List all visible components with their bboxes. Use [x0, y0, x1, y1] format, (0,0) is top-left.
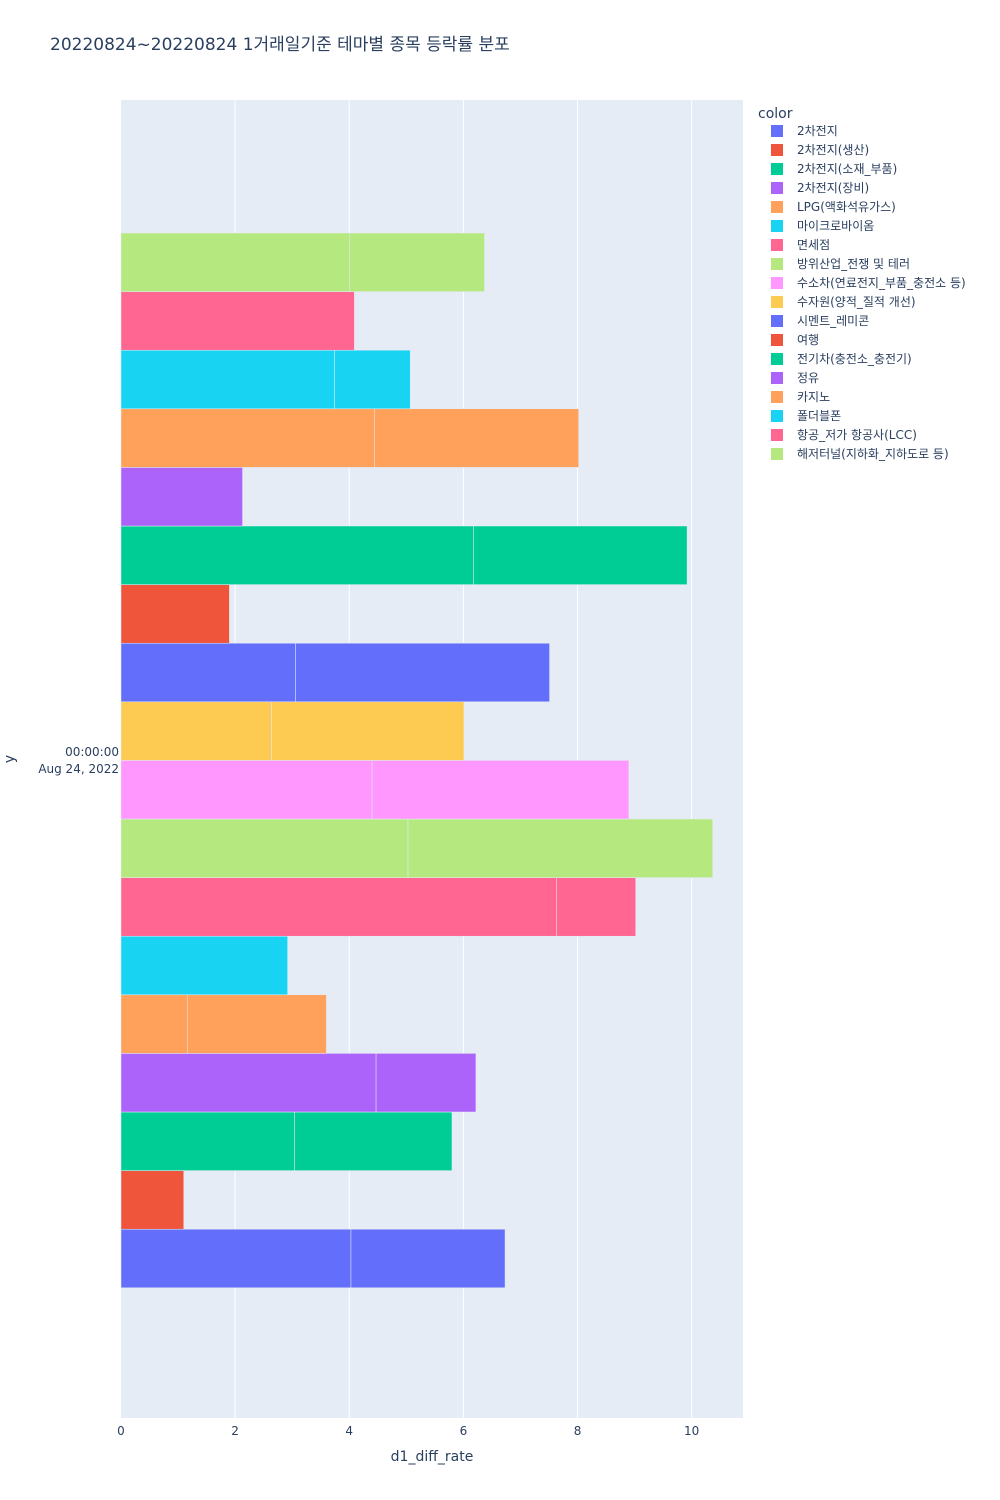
bar-segment[interactable]: [271, 701, 465, 761]
bar-segment[interactable]: [120, 467, 243, 527]
bar-segment[interactable]: [295, 642, 550, 703]
bar-segment[interactable]: [120, 642, 296, 703]
x-tick-label: 2: [231, 1424, 239, 1438]
legend-swatch[interactable]: [771, 258, 783, 270]
bar-segment[interactable]: [120, 818, 409, 878]
bar-segment[interactable]: [334, 349, 411, 410]
legend-swatch[interactable]: [771, 448, 783, 460]
legend-label[interactable]: 정유: [797, 371, 819, 385]
bar-segment[interactable]: [407, 818, 714, 878]
legend-label[interactable]: 2차전지: [797, 124, 838, 138]
bar-segment[interactable]: [120, 408, 375, 468]
bar-segment[interactable]: [120, 701, 272, 761]
x-tick-label: 8: [574, 1424, 582, 1438]
legend-label[interactable]: 2차전지(장비): [797, 181, 869, 195]
y-tick-label-time: 00:00:00: [65, 745, 119, 759]
bar-segment[interactable]: [120, 349, 335, 410]
legend-title: color: [758, 106, 793, 122]
y-tick-label-date: Aug 24, 2022: [38, 762, 119, 776]
bar-segment[interactable]: [375, 1053, 477, 1113]
legend-label[interactable]: 해저터널(지하화_지하도로 등): [797, 447, 949, 461]
bar-segment[interactable]: [473, 525, 688, 585]
bar-segment[interactable]: [350, 1228, 506, 1289]
bar-segment[interactable]: [120, 232, 351, 292]
legend-swatch[interactable]: [771, 163, 783, 175]
bar-segment[interactable]: [120, 1111, 295, 1171]
legend-swatch[interactable]: [771, 353, 783, 365]
bar-segment[interactable]: [120, 877, 557, 937]
legend: color 2차전지 2차전지(생산) 2차전지(소재_부품) 2차전지(장비) LPG…: [758, 106, 966, 461]
bar-segment[interactable]: [120, 525, 474, 585]
bars: [120, 232, 714, 1289]
y-axis-title: y: [2, 755, 18, 763]
bar-segment[interactable]: [120, 291, 355, 351]
legend-label[interactable]: 폴더블폰: [797, 409, 841, 423]
bar-segment[interactable]: [120, 584, 230, 644]
x-tick-label: 0: [117, 1424, 125, 1438]
x-tick-label: 4: [345, 1424, 353, 1438]
bar-segment[interactable]: [120, 1053, 377, 1113]
legend-label[interactable]: 2차전지(소재_부품): [797, 162, 897, 176]
bar-segment[interactable]: [349, 232, 485, 292]
x-axis-title: d1_diff_rate: [391, 1449, 474, 1465]
x-tick-label: 10: [684, 1424, 699, 1438]
x-tick-label: 6: [460, 1424, 468, 1438]
legend-label[interactable]: 여행: [797, 332, 819, 347]
legend-label[interactable]: LPG(액화석유가스): [797, 200, 896, 214]
legend-swatch[interactable]: [771, 277, 783, 289]
bar-segment[interactable]: [120, 935, 288, 996]
legend-swatch[interactable]: [771, 315, 783, 327]
legend-label[interactable]: 2차전지(생산): [797, 143, 869, 157]
bar-segment[interactable]: [120, 1170, 185, 1230]
legend-swatch[interactable]: [771, 391, 783, 403]
bar-segment[interactable]: [120, 760, 373, 820]
legend-label[interactable]: 항공_저가 항공사(LCC): [797, 428, 917, 442]
bar-segment[interactable]: [120, 1228, 352, 1289]
legend-swatch[interactable]: [771, 429, 783, 441]
legend-swatch[interactable]: [771, 334, 783, 346]
legend-label[interactable]: 카지노: [797, 390, 830, 404]
legend-label[interactable]: 마이크로바이옴: [797, 219, 874, 233]
legend-label[interactable]: 수소차(연료전지_부품_충전소 등): [797, 276, 966, 290]
chart-title: 20220824~20220824 1거래일기준 테마별 종목 등락률 분포: [50, 35, 510, 55]
bar-segment[interactable]: [374, 408, 579, 468]
legend-label[interactable]: 면세점: [797, 238, 830, 252]
bar-segment[interactable]: [187, 994, 327, 1054]
legend-swatch[interactable]: [771, 201, 783, 213]
legend-swatch[interactable]: [771, 125, 783, 137]
legend-label[interactable]: 전기차(충전소_충전기): [797, 352, 912, 366]
x-tick-labels: 0 2 4 6 8 10: [117, 1424, 699, 1438]
legend-swatch[interactable]: [771, 372, 783, 384]
legend-swatch[interactable]: [771, 410, 783, 422]
legend-label[interactable]: 시멘트_레미콘: [797, 314, 869, 328]
bar-segment[interactable]: [120, 994, 189, 1054]
legend-swatch[interactable]: [771, 239, 783, 251]
legend-label[interactable]: 방위산업_전쟁 및 테러: [797, 257, 910, 271]
bar-segment[interactable]: [371, 760, 630, 820]
legend-swatch[interactable]: [771, 182, 783, 194]
legend-swatch[interactable]: [771, 220, 783, 232]
legend-swatch[interactable]: [771, 144, 783, 156]
bar-segment[interactable]: [556, 877, 636, 937]
legend-swatch[interactable]: [771, 296, 783, 308]
bar-segment[interactable]: [294, 1111, 453, 1171]
legend-label[interactable]: 수자원(양적_질적 개선): [797, 295, 916, 309]
